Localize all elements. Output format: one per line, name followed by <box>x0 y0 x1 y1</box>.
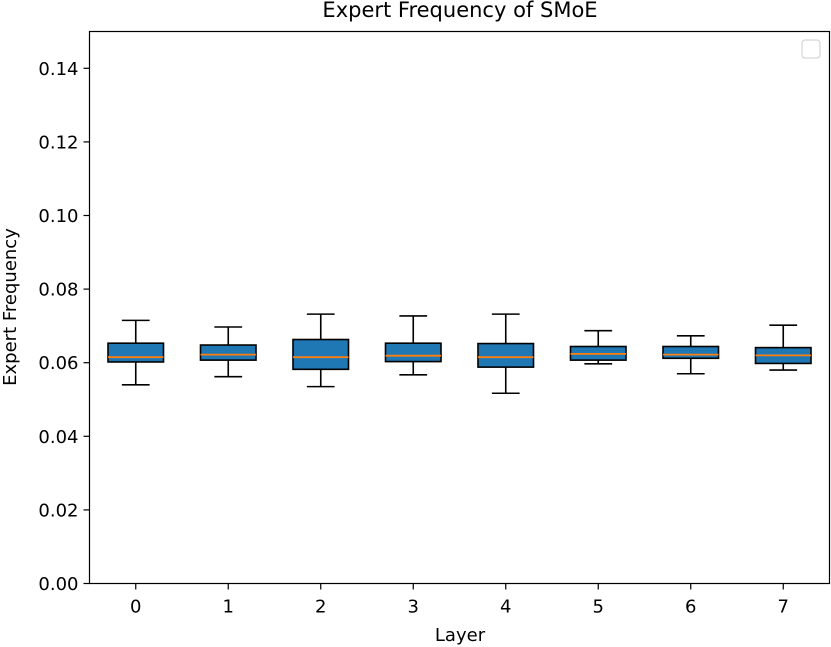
chart-title: Expert Frequency of SMoE <box>322 0 597 22</box>
x-tick-label-6: 6 <box>685 597 696 618</box>
plot-frame <box>88 30 831 585</box>
y-tick-label-0: 0.00 <box>38 574 78 595</box>
x-tick-label-3: 3 <box>408 597 419 618</box>
x-tick-label-7: 7 <box>778 597 789 618</box>
box-1 <box>199 344 257 361</box>
x-tick-label-5: 5 <box>593 597 604 618</box>
y-tick-label-1: 0.02 <box>38 500 78 521</box>
box-2 <box>292 338 350 371</box>
legend-box <box>801 39 821 59</box>
x-axis-label: Layer <box>435 625 486 646</box>
x-tick-label-1: 1 <box>223 597 234 618</box>
box-3 <box>384 342 442 363</box>
y-tick-label-6: 0.12 <box>38 132 78 153</box>
y-tick-label-4: 0.08 <box>38 280 78 301</box>
y-tick-label-3: 0.06 <box>38 353 78 374</box>
x-tick-group: 0 1 2 3 4 5 6 7 <box>130 583 789 618</box>
box-0 <box>107 342 165 363</box>
y-axis-label: Expert Frequency <box>0 228 21 386</box>
x-tick-label-2: 2 <box>315 597 326 618</box>
box-group <box>107 313 812 395</box>
box-6 <box>662 345 720 360</box>
y-tick-group: 0.00 0.02 0.04 0.06 0.08 0.10 0.12 0.14 <box>38 59 90 595</box>
y-tick-label-2: 0.04 <box>38 427 78 448</box>
y-tick-label-5: 0.10 <box>38 206 78 227</box>
box-4 <box>477 342 535 368</box>
y-tick-label-7: 0.14 <box>38 59 78 80</box>
x-tick-label-4: 4 <box>500 597 511 618</box>
x-tick-label-0: 0 <box>130 597 141 618</box>
